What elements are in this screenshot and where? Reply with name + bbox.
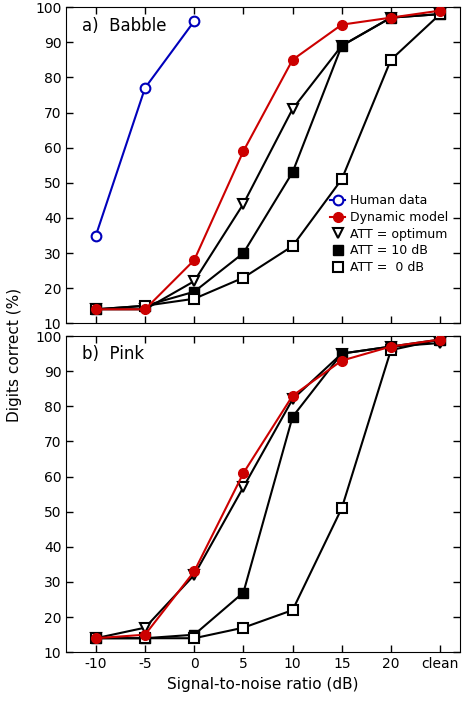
Text: Digits correct (%): Digits correct (%): [7, 287, 22, 422]
Text: a)  Babble: a) Babble: [82, 16, 166, 35]
Legend: Human data, Dynamic model, ATT = optimum, ATT = 10 dB, ATT =  0 dB: Human data, Dynamic model, ATT = optimum…: [325, 189, 454, 279]
Text: b)  Pink: b) Pink: [82, 345, 144, 364]
X-axis label: Signal-to-noise ratio (dB): Signal-to-noise ratio (dB): [167, 676, 359, 692]
